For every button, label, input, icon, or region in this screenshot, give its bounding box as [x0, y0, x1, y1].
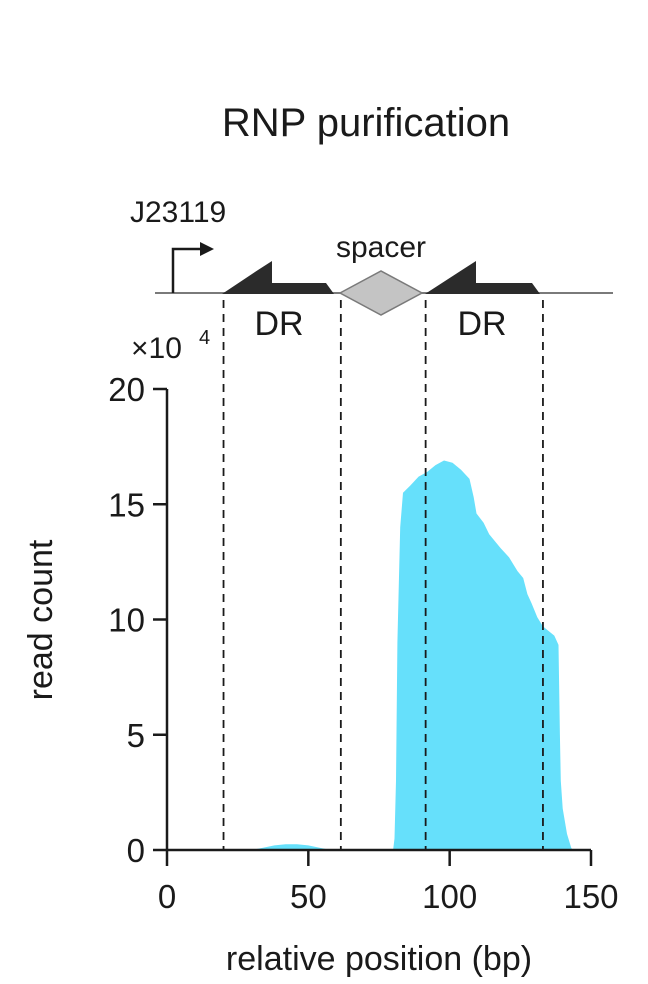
x-axis-label: relative position (bp) [226, 940, 532, 978]
y-tick-label-0: 0 [127, 832, 145, 869]
x-tick-label-3: 150 [563, 878, 618, 915]
direct-repeat-2-icon [425, 261, 540, 294]
spacer-diamond-icon [338, 270, 424, 316]
direct-repeat-1-label: DR [254, 305, 303, 343]
y-multiplier-exponent: 4 [199, 327, 210, 349]
y-tick-label-2: 10 [108, 602, 145, 639]
y-tick-label-4: 20 [108, 371, 145, 408]
x-tick-label-1: 50 [290, 878, 327, 915]
dashed-lines [222, 300, 544, 850]
y-tick-label-1: 5 [127, 717, 145, 754]
chart-title: RNP purification [222, 101, 510, 145]
direct-repeat-2-label: DR [457, 305, 506, 343]
promoter-label: J23119 [130, 196, 226, 229]
y-multiplier: ×10 4 [131, 327, 210, 365]
x-tick-label-0: 0 [158, 878, 176, 915]
direct-repeat-1-icon [222, 261, 334, 294]
y-tick-label-3: 15 [108, 486, 145, 523]
read-count-area-0 [251, 460, 573, 850]
construct-diagram: J23119 DR spacer DR [130, 196, 613, 343]
promoter-arrow-icon [171, 247, 203, 293]
area-layer [251, 460, 573, 850]
promoter-arrowhead-icon [200, 242, 214, 256]
axes: 0 5 10 15 20 0 50 100 150 [108, 371, 618, 915]
y-axis-label: read count [22, 539, 60, 700]
x-tick-label-2: 100 [422, 878, 477, 915]
y-multiplier-base: ×10 [131, 332, 182, 365]
spacer-label: spacer [336, 231, 426, 264]
